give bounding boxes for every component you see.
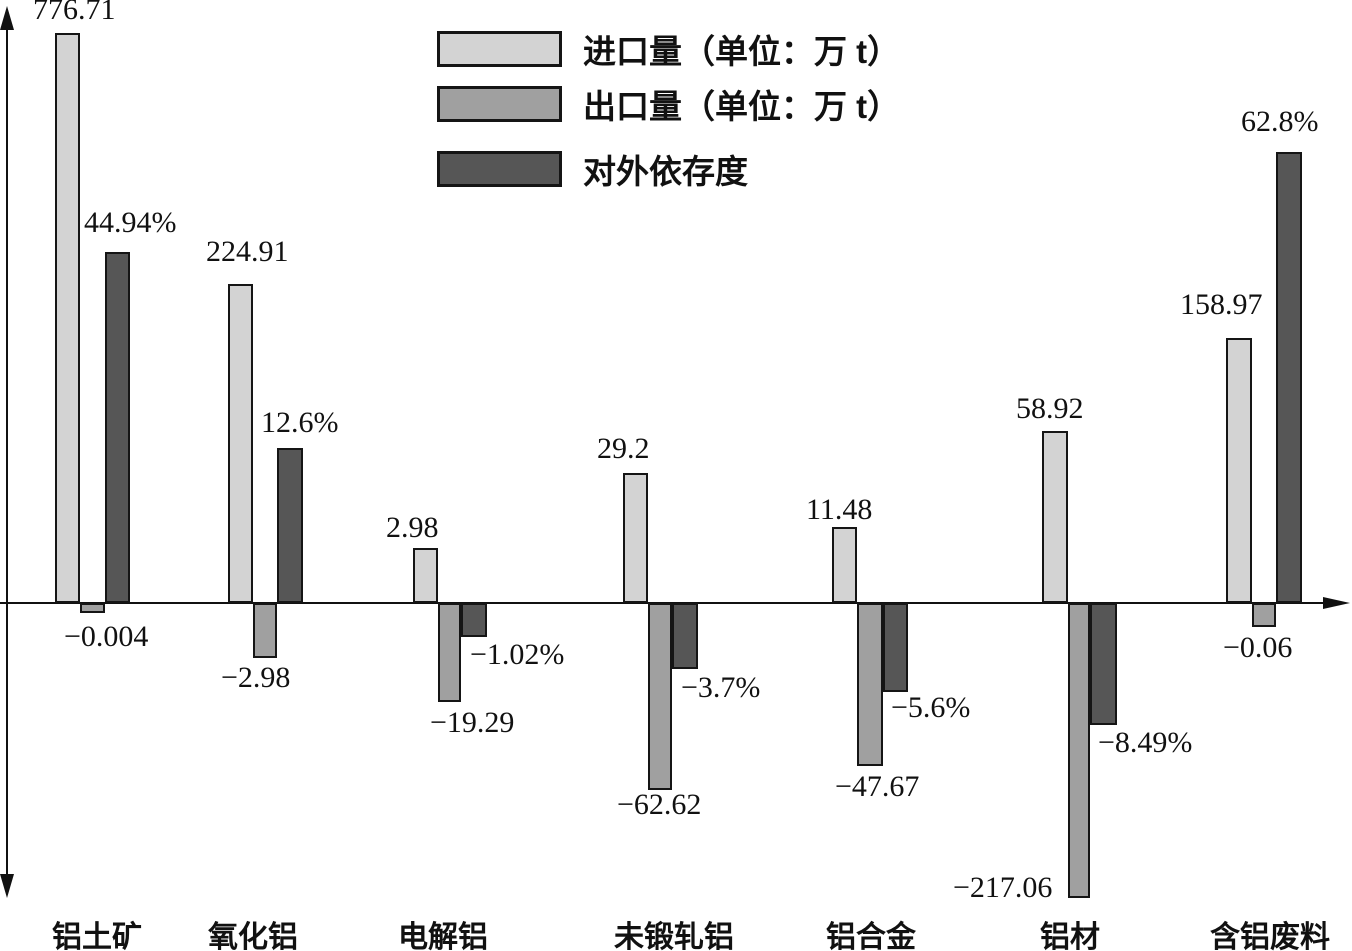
category-label-aluminum-alloy: 铝合金 [826,921,916,951]
legend-item-import: 进口量（单位：万 t） [437,31,900,70]
bar-dependency-bauxite [105,252,130,603]
bar-import-aluminum-scrap [1226,338,1252,603]
value-label-import-alumina: 224.91 [206,235,289,268]
bar-dependency-aluminum-semis [1090,603,1117,725]
bar-import-alumina [228,284,253,603]
category-label-aluminum-scrap: 含铝废料 [1210,921,1330,951]
bar-export-aluminum-semis [1068,603,1090,898]
value-label-import-aluminum-semis: 58.92 [1016,392,1084,425]
legend-label-dependency: 对外依存度 [583,153,748,190]
category-label-unwrought-aluminum: 未锻轧铝 [614,921,734,951]
legend-swatch-export [437,86,562,122]
bar-import-aluminum-alloy [832,527,857,603]
bar-export-aluminum-scrap [1252,603,1276,627]
value-label-export-bauxite: −0.004 [64,620,149,653]
legend-item-export: 出口量（单位：万 t） [437,86,900,125]
value-label-dependency-bauxite: 44.94% [84,206,177,239]
value-label-dependency-electrolytic-aluminum: −1.02% [470,638,565,671]
bar-export-bauxite [80,603,105,613]
legend-label-export: 出口量（单位：万 t） [583,88,901,125]
value-label-import-aluminum-alloy: 11.48 [806,493,873,526]
value-label-dependency-aluminum-scrap: 62.8% [1241,105,1319,138]
value-label-export-unwrought-aluminum: −62.62 [617,788,702,821]
value-label-import-aluminum-scrap: 158.97 [1180,288,1263,321]
bar-export-unwrought-aluminum [648,603,672,790]
y-axis-down-arrowhead-icon [0,874,14,898]
value-label-dependency-unwrought-aluminum: −3.7% [681,671,761,704]
bar-import-bauxite [55,33,80,603]
bar-dependency-unwrought-aluminum [672,603,698,669]
legend-item-dependency: 对外依存度 [437,151,748,190]
bar-dependency-aluminum-scrap [1276,152,1302,603]
y-axis [6,16,8,878]
category-label-aluminum-semis: 铝材 [1040,921,1100,951]
bar-import-unwrought-aluminum [623,473,648,603]
value-label-export-alumina: −2.98 [221,661,291,694]
legend-swatch-import [437,31,562,67]
value-label-import-electrolytic-aluminum: 2.98 [386,511,439,544]
value-label-import-bauxite: 776.71 [33,0,116,26]
y-axis-up-arrowhead-icon [0,6,14,30]
value-label-dependency-alumina: 12.6% [261,406,339,439]
category-label-electrolytic-aluminum: 电解铝 [398,921,488,951]
value-label-dependency-aluminum-semis: −8.49% [1098,726,1193,759]
bar-dependency-alumina [277,448,303,603]
bar-export-alumina [253,603,277,658]
value-label-export-aluminum-alloy: −47.67 [835,770,920,803]
bar-dependency-aluminum-alloy [883,603,908,692]
bar-export-aluminum-alloy [857,603,883,766]
value-label-dependency-aluminum-alloy: −5.6% [891,691,971,724]
bar-import-aluminum-semis [1042,431,1068,603]
bar-export-electrolytic-aluminum [438,603,461,702]
value-label-export-aluminum-scrap: −0.06 [1223,631,1293,664]
legend-label-import: 进口量（单位：万 t） [583,33,901,70]
bar-dependency-electrolytic-aluminum [461,603,487,637]
bar-import-electrolytic-aluminum [413,548,438,603]
value-label-export-aluminum-semis: −217.06 [953,871,1053,904]
x-axis-right-arrowhead-icon [1323,597,1350,609]
legend-swatch-dependency [437,151,562,187]
category-label-bauxite: 铝土矿 [52,921,142,951]
category-label-alumina: 氧化铝 [208,921,298,951]
value-label-import-unwrought-aluminum: 29.2 [597,432,650,465]
value-label-export-electrolytic-aluminum: −19.29 [430,706,515,739]
